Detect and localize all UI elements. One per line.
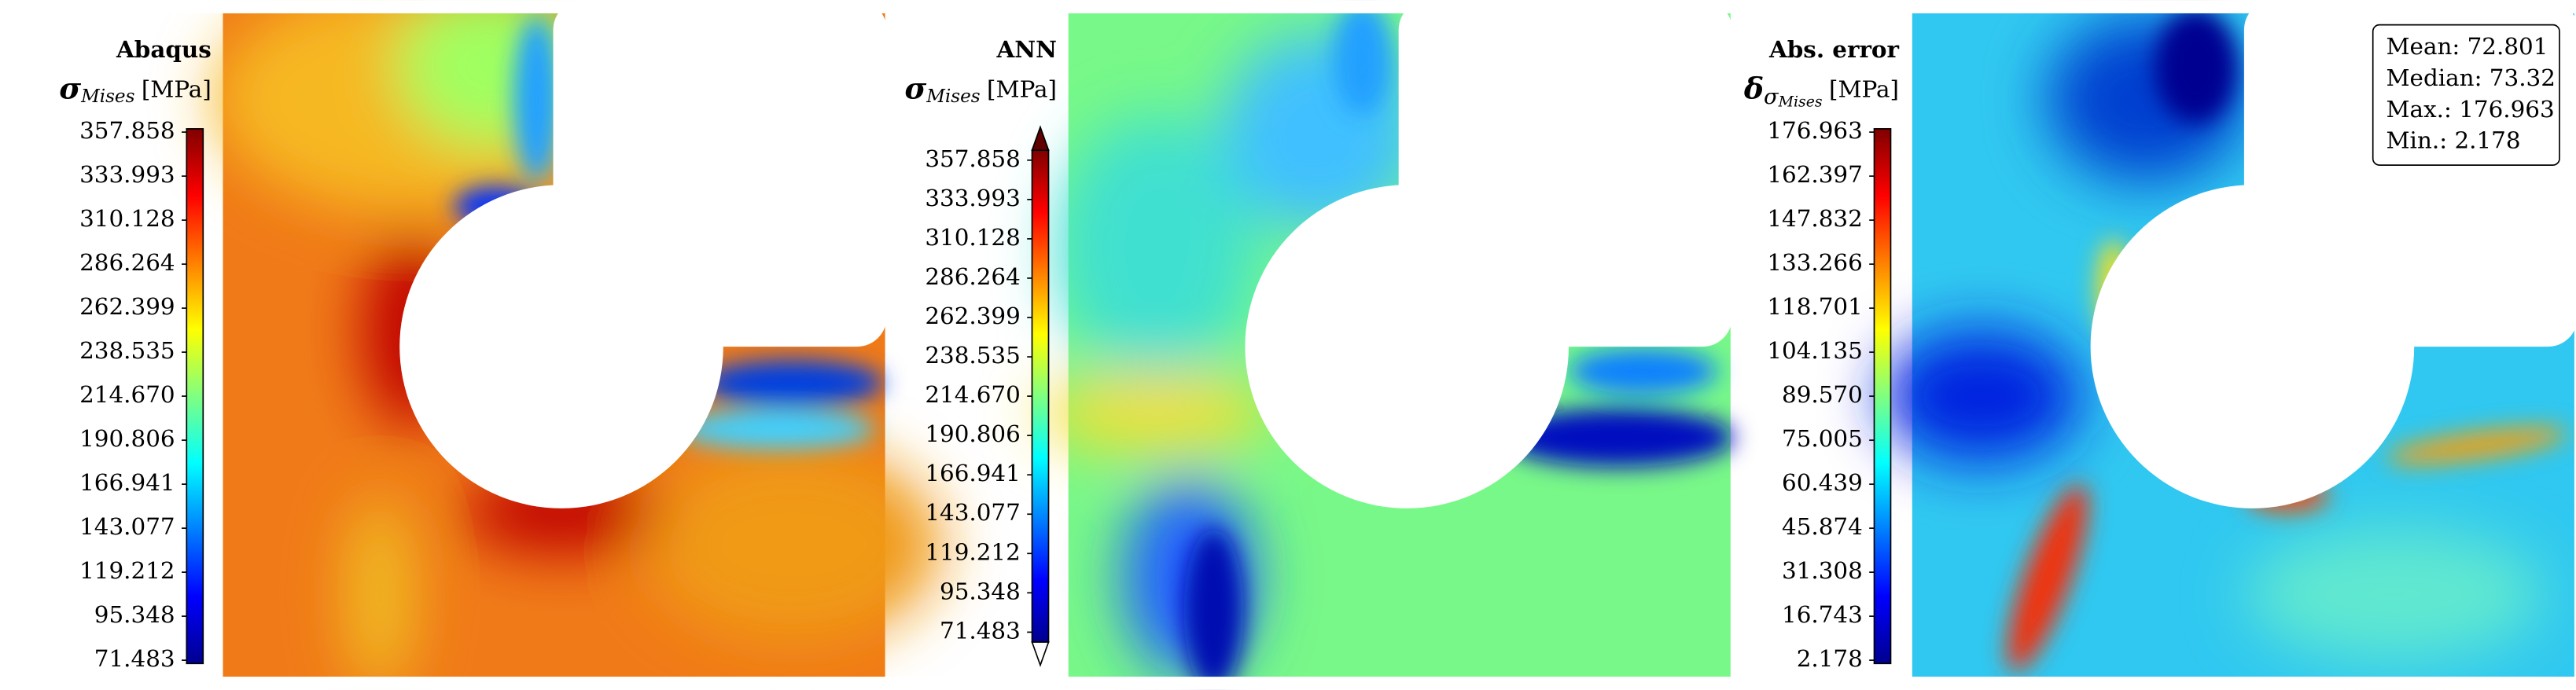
colorbar-tick-label: 143.077 xyxy=(79,513,175,540)
colorbar-tick-label: 2.178 xyxy=(1797,645,1863,672)
colorbar-tick-label: 147.832 xyxy=(1767,205,1862,232)
colorbar xyxy=(1031,149,1050,643)
colorbar-tick-label: 310.128 xyxy=(79,205,175,232)
colorbar-tick-label: 16.743 xyxy=(1782,601,1863,628)
extend-bottom xyxy=(1031,641,1050,667)
label-symbol: σ xyxy=(59,71,81,105)
colorbar-tick-label: 357.858 xyxy=(79,117,175,144)
stats-box xyxy=(2372,24,2560,166)
colorbar-tick-label: 214.670 xyxy=(79,381,175,408)
colorbar-label: σMises [MPa] xyxy=(59,71,212,107)
colorbar-tick-label: 75.005 xyxy=(1782,425,1863,452)
colorbar-tick-label: 262.399 xyxy=(925,303,1020,329)
colorbar-tick-label: 119.212 xyxy=(79,557,175,584)
label-symbol: σ xyxy=(904,71,926,105)
colorbar-tick-label: 357.858 xyxy=(925,145,1020,172)
stats-line: Max.: 176.963 xyxy=(2386,96,2555,123)
colorbar xyxy=(1873,128,1892,665)
colorbar-tick-label: 133.266 xyxy=(1767,249,1862,276)
colorbar-tick-label: 286.264 xyxy=(925,263,1020,290)
colorbar-tick-label: 190.806 xyxy=(925,420,1020,447)
colorbar-tick-label: 166.941 xyxy=(925,460,1020,486)
panel-title: Abs. error xyxy=(1768,35,1900,63)
colorbar-tick-label: 95.348 xyxy=(940,578,1021,604)
colorbar-label: σMises [MPa] xyxy=(904,71,1057,107)
label-symbol: δ xyxy=(1743,71,1764,105)
label-unit: [MPa] xyxy=(987,76,1057,103)
label-sub: Mises xyxy=(926,86,981,107)
label-subsub: Mises xyxy=(1778,93,1823,110)
colorbar-tick-label: 166.941 xyxy=(79,469,175,496)
panel-title: Abaqus xyxy=(116,35,212,63)
colorbar-tick-label: 143.077 xyxy=(925,499,1020,526)
colorbar-tick-label: 214.670 xyxy=(925,381,1020,408)
colorbar-tick-label: 95.348 xyxy=(94,601,175,628)
colorbar-tick-label: 60.439 xyxy=(1782,469,1863,496)
label-unit: [MPa] xyxy=(142,76,212,103)
colorbar-tick-label: 45.874 xyxy=(1782,513,1863,540)
colorbar xyxy=(186,128,204,665)
colorbar-tick-label: 310.128 xyxy=(925,224,1020,251)
panel-title: ANN xyxy=(996,35,1058,63)
colorbar-tick-label: 104.135 xyxy=(1767,337,1862,364)
colorbar-tick-label: 162.397 xyxy=(1767,161,1862,188)
colorbar-tick-label: 89.570 xyxy=(1782,381,1863,408)
colorbar-tick-label: 31.308 xyxy=(1782,557,1863,584)
label-sub: Mises xyxy=(80,86,135,107)
colorbar-tick-label: 119.212 xyxy=(925,538,1020,565)
colorbar-tick-label: 190.806 xyxy=(79,425,175,452)
label-sub: σ xyxy=(1764,85,1779,109)
colorbar-label: δσMises [MPa] xyxy=(1743,71,1899,110)
colorbar-tick-label: 262.399 xyxy=(79,293,175,320)
colorbar-tick-label: 286.264 xyxy=(79,249,175,276)
colorbar-tick-label: 71.483 xyxy=(940,617,1021,644)
stats-line: Median: 73.32 xyxy=(2386,64,2556,91)
colorbar-tick-label: 118.701 xyxy=(1767,293,1862,320)
label-unit: [MPa] xyxy=(1829,76,1899,103)
colorbar-tick-label: 176.963 xyxy=(1767,117,1862,144)
colorbar-tick-label: 238.535 xyxy=(925,342,1020,369)
colorbar-tick-label: 333.993 xyxy=(79,161,175,188)
stats-line: Min.: 2.178 xyxy=(2386,127,2521,154)
extend-top xyxy=(1031,125,1050,152)
colorbar-tick-label: 238.535 xyxy=(79,337,175,364)
colorbar-tick-label: 333.993 xyxy=(925,185,1020,211)
stats-line: Mean: 72.801 xyxy=(2386,33,2548,60)
colorbar-tick-label: 71.483 xyxy=(94,645,175,672)
